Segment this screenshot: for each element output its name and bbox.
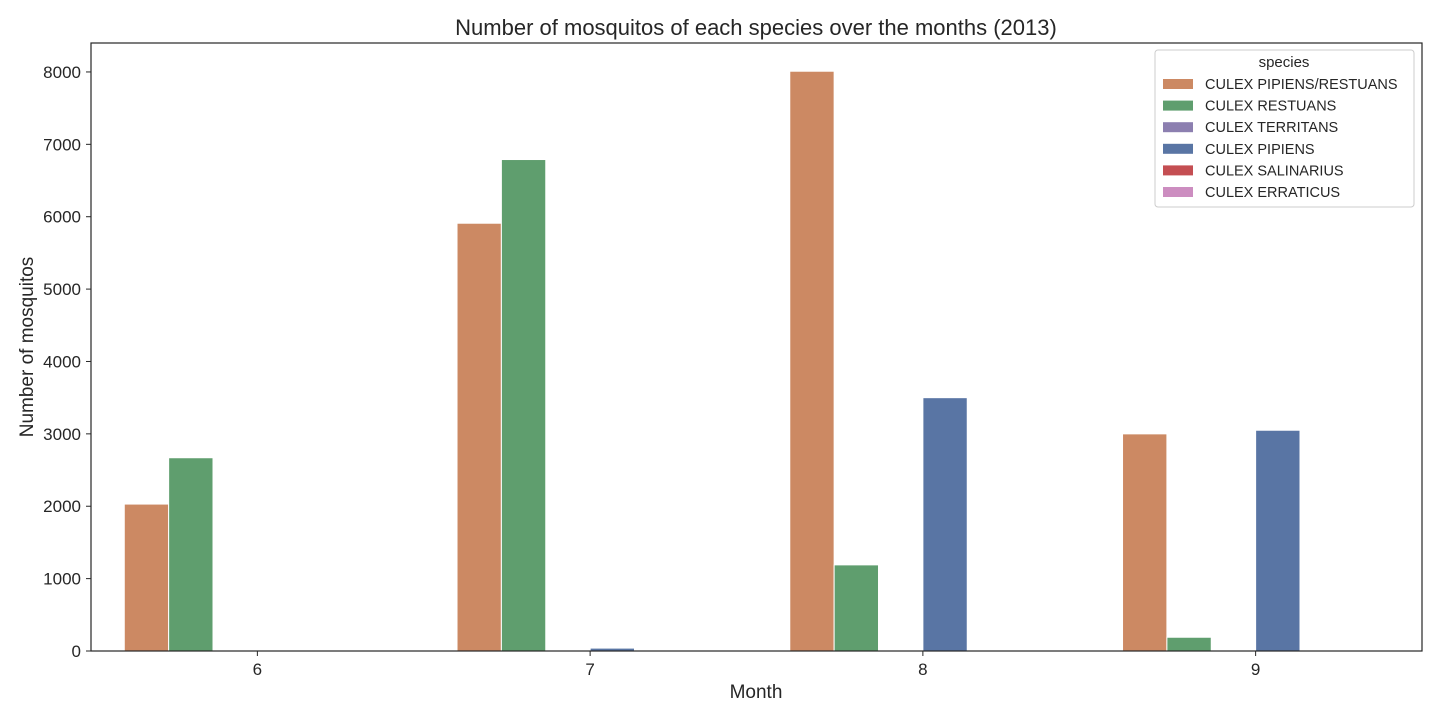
bar (456, 222, 502, 652)
bar (500, 159, 547, 652)
bar (789, 70, 835, 652)
bar (168, 457, 214, 652)
y-tick-label: 7000 (43, 135, 81, 154)
bars-group (123, 70, 1301, 652)
legend-swatch (1163, 100, 1193, 111)
x-axis-label: Month (730, 682, 783, 703)
y-tick-label: 6000 (43, 208, 81, 227)
legend-items: CULEX PIPIENS/RESTUANS CULEX RESTUANS CULE… (1163, 77, 1398, 201)
legend-box (1154, 49, 1415, 208)
bar (833, 564, 880, 652)
y-tick-label: 3000 (43, 425, 81, 444)
legend-swatch (1163, 122, 1193, 133)
legend-swatch (1163, 165, 1193, 176)
bar (1122, 433, 1168, 652)
x-tick-label: 6 (253, 660, 262, 679)
plot-frame (90, 42, 1423, 652)
y-tick-label: 0 (72, 642, 81, 661)
y-tick-label: 2000 (43, 497, 81, 516)
legend-label: CULEX PIPIENS/RESTUANS (1205, 77, 1398, 93)
legend-swatch (1163, 187, 1193, 197)
legend-label: CULEX PIPIENS (1205, 142, 1315, 158)
bar (1166, 636, 1212, 652)
chart-title: Number of mosquitos of each species over… (455, 15, 1057, 40)
bar (1255, 429, 1301, 652)
x-tick-label: 9 (1251, 660, 1260, 679)
bar (123, 503, 170, 652)
legend: species CULEX PIPIENS/RESTUANS CULEX REST… (1154, 49, 1415, 208)
legend-swatch (1163, 143, 1193, 154)
y-tick-label: 4000 (43, 352, 81, 371)
y-tick-label: 5000 (43, 280, 81, 299)
y-tick-label: 1000 (43, 570, 81, 589)
legend-label: CULEX RESTUANS (1205, 99, 1336, 115)
bar (922, 397, 968, 652)
legend-label: CULEX SALINARIUS (1205, 163, 1344, 179)
legend-label: CULEX TERRITANS (1205, 120, 1338, 136)
legend-label: CULEX ERRATICUS (1205, 185, 1340, 201)
x-tick-label: 8 (918, 660, 927, 679)
legend-title: species (1259, 54, 1310, 71)
legend-swatch (1163, 79, 1193, 89)
y-ticks: 0 1000 2000 3000 4000 5000 6000 7000 8000 (43, 63, 91, 661)
x-tick-label: 7 (585, 660, 594, 679)
x-ticks: 6 7 8 9 (253, 651, 1260, 679)
y-axis-label: Number of mosquitos (17, 257, 38, 438)
y-tick-label: 8000 (43, 63, 81, 82)
